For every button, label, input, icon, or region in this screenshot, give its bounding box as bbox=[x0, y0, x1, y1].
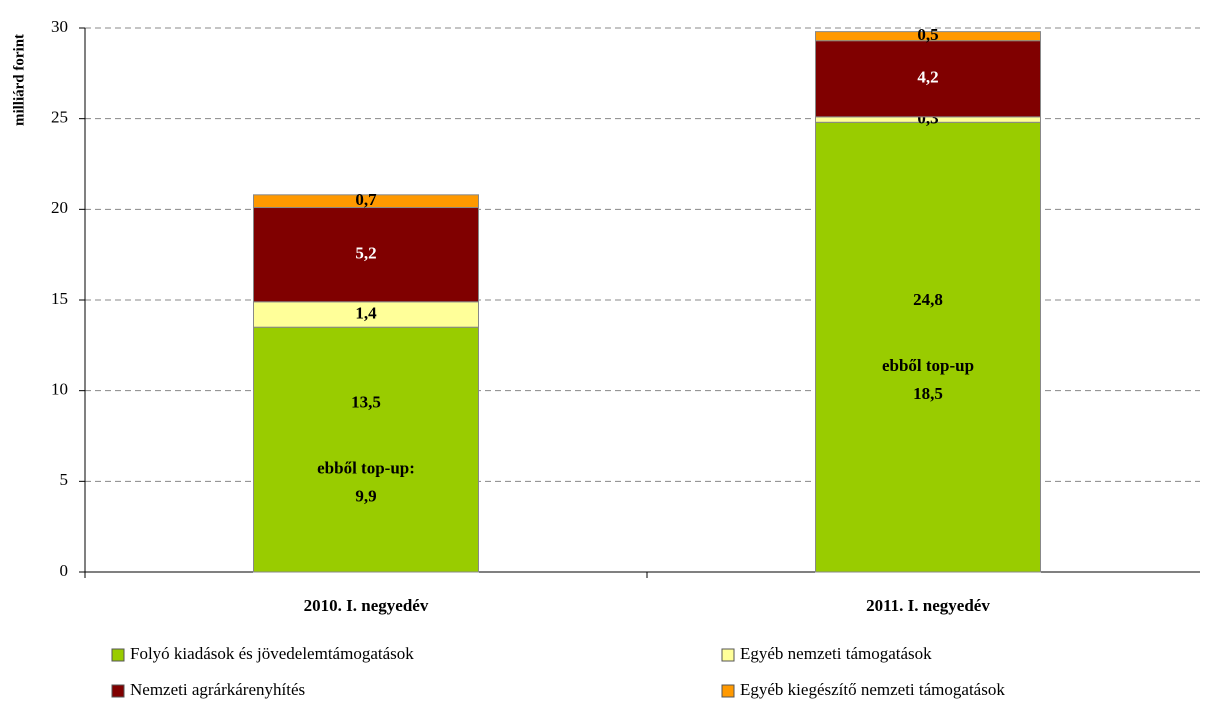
value-label: 4,2 bbox=[917, 68, 938, 87]
value-label: 1,4 bbox=[355, 303, 377, 322]
y-tick-label: 10 bbox=[51, 380, 68, 399]
value-label: 0,7 bbox=[355, 190, 377, 209]
value-label: 5,2 bbox=[355, 244, 376, 263]
annotation-value: 18,5 bbox=[913, 384, 943, 403]
legend-label: Egyéb nemzeti támogatások bbox=[740, 644, 932, 663]
bar-segment bbox=[815, 40, 1041, 118]
annotation: ebből top-up: bbox=[317, 459, 415, 478]
legend-label: Egyéb kiegészítő nemzeti támogatások bbox=[740, 680, 1005, 699]
legend-swatch bbox=[111, 684, 125, 698]
bar-segment bbox=[253, 194, 479, 209]
bar-segment bbox=[815, 31, 1041, 42]
annotation: ebből top-up bbox=[882, 356, 974, 375]
bar-segment bbox=[253, 301, 479, 328]
annotation-value: 9,9 bbox=[355, 487, 376, 506]
legend-label: Folyó kiadások és jövedelemtámogatások bbox=[130, 644, 414, 663]
bar-segment bbox=[815, 121, 1041, 573]
y-tick-label: 20 bbox=[51, 198, 68, 217]
x-tick-label: 2011. I. negyedév bbox=[866, 596, 990, 615]
x-tick-label: 2010. I. negyedév bbox=[304, 596, 429, 615]
bar-segment bbox=[253, 326, 479, 573]
y-tick-label: 5 bbox=[60, 470, 69, 489]
value-label: 0,5 bbox=[917, 25, 938, 44]
legend-swatch bbox=[721, 684, 735, 698]
y-tick-label: 25 bbox=[51, 108, 68, 127]
y-tick-label: 30 bbox=[51, 17, 68, 36]
legend-label: Nemzeti agrárkárenyhítés bbox=[130, 680, 305, 699]
value-label: 24,8 bbox=[913, 290, 943, 309]
y-tick-label: 0 bbox=[60, 561, 69, 580]
bar-segment bbox=[253, 207, 479, 303]
y-tick-label: 15 bbox=[51, 289, 68, 308]
value-label: 13,5 bbox=[351, 393, 381, 412]
legend-swatch bbox=[111, 648, 125, 662]
y-axis-label: milliárd forint bbox=[11, 34, 27, 126]
legend-swatch bbox=[721, 648, 735, 662]
